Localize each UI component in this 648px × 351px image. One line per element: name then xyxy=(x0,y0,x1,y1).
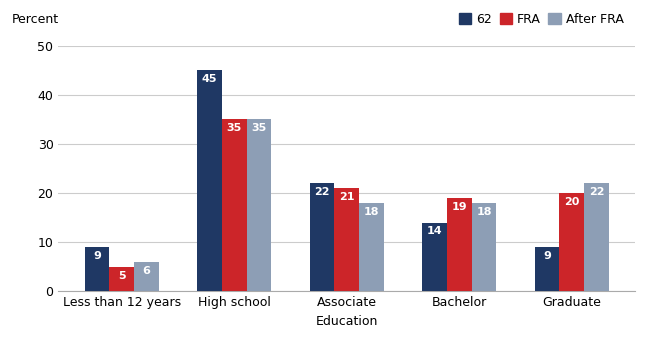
Bar xyxy=(535,247,559,291)
Text: 18: 18 xyxy=(364,207,379,217)
Bar xyxy=(559,193,584,291)
Bar xyxy=(222,119,246,291)
Bar xyxy=(110,267,134,291)
Bar xyxy=(334,188,359,291)
Text: 22: 22 xyxy=(314,187,330,197)
Text: 9: 9 xyxy=(93,251,101,261)
Text: 19: 19 xyxy=(452,202,467,212)
Bar xyxy=(447,198,472,291)
Text: 22: 22 xyxy=(588,187,604,197)
Text: 21: 21 xyxy=(339,192,354,202)
Text: 6: 6 xyxy=(143,266,150,276)
Text: 14: 14 xyxy=(426,226,442,237)
Bar xyxy=(472,203,496,291)
Legend: 62, FRA, After FRA: 62, FRA, After FRA xyxy=(454,8,629,31)
Bar xyxy=(84,247,110,291)
Bar xyxy=(134,262,159,291)
Text: 9: 9 xyxy=(543,251,551,261)
Bar xyxy=(197,70,222,291)
Text: 20: 20 xyxy=(564,197,579,207)
Bar xyxy=(359,203,384,291)
Text: 35: 35 xyxy=(251,123,266,133)
Bar xyxy=(422,223,447,291)
Bar xyxy=(584,183,609,291)
X-axis label: Education: Education xyxy=(316,315,378,328)
Text: 35: 35 xyxy=(227,123,242,133)
Text: 18: 18 xyxy=(476,207,492,217)
Text: 45: 45 xyxy=(202,74,217,84)
Bar xyxy=(246,119,272,291)
Text: Percent: Percent xyxy=(12,13,60,26)
Bar xyxy=(310,183,334,291)
Text: 5: 5 xyxy=(118,271,126,281)
